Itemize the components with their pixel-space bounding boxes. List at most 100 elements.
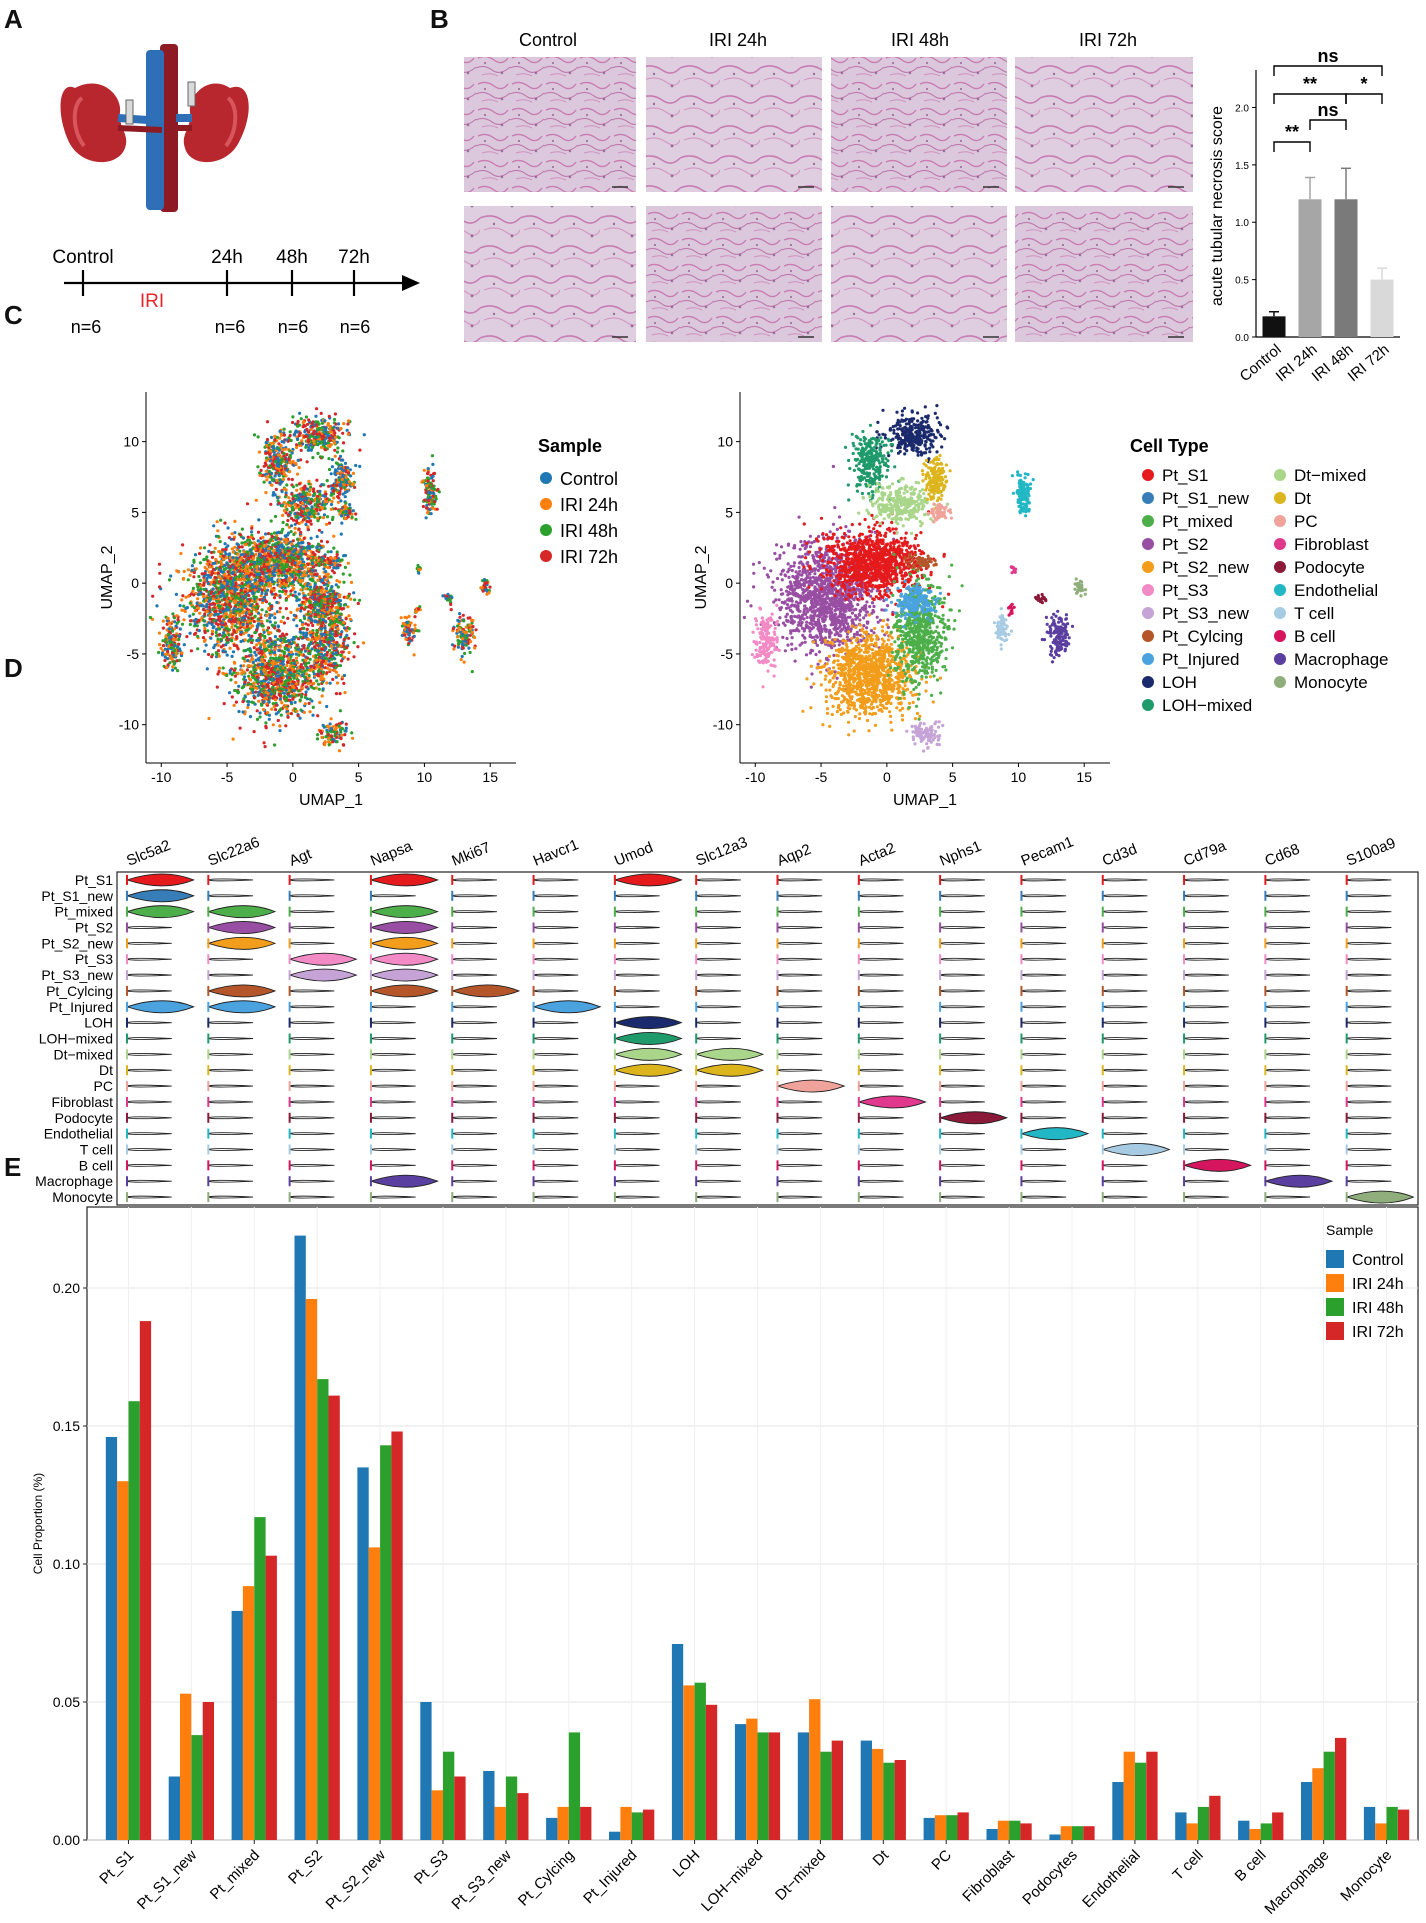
umap-point bbox=[338, 580, 342, 584]
umap-point bbox=[252, 556, 256, 560]
umap-point bbox=[231, 618, 235, 623]
umap-point bbox=[324, 659, 328, 664]
umap-point bbox=[196, 634, 200, 638]
umap-point bbox=[299, 580, 303, 584]
umap-point bbox=[195, 624, 199, 628]
umap-point bbox=[311, 561, 315, 565]
umap-point bbox=[222, 594, 226, 598]
umap-point bbox=[269, 538, 273, 542]
umap-point bbox=[250, 560, 254, 564]
umap-point bbox=[249, 670, 253, 674]
umap-point bbox=[281, 673, 285, 677]
umap-point bbox=[173, 620, 177, 624]
umap-point bbox=[329, 644, 333, 648]
umap-point bbox=[255, 686, 259, 690]
umap-point bbox=[192, 560, 196, 564]
umap-point bbox=[279, 563, 283, 567]
umap-point bbox=[210, 632, 214, 636]
umap-point bbox=[242, 675, 247, 679]
umap-point bbox=[297, 598, 301, 602]
umap-point bbox=[333, 668, 337, 673]
umap-point bbox=[339, 632, 343, 636]
umap-point bbox=[246, 703, 250, 707]
umap-point bbox=[216, 529, 220, 533]
umap-point bbox=[337, 749, 342, 753]
umap-point bbox=[204, 643, 208, 647]
umap-point bbox=[258, 711, 262, 715]
umap-point bbox=[150, 617, 155, 621]
umap-point bbox=[280, 458, 284, 462]
umap-point bbox=[252, 594, 256, 598]
umap-point bbox=[233, 596, 237, 600]
umap-point bbox=[168, 661, 172, 665]
umap-point bbox=[281, 477, 286, 481]
umap-point bbox=[202, 599, 206, 603]
umap-point bbox=[229, 596, 233, 600]
umap-point bbox=[320, 652, 324, 656]
umap-point bbox=[233, 609, 237, 613]
umap-point bbox=[250, 530, 254, 534]
umap-point bbox=[343, 733, 347, 737]
umap-point bbox=[246, 535, 250, 539]
umap-point bbox=[281, 559, 285, 563]
umap-point bbox=[265, 437, 270, 442]
umap-point bbox=[328, 599, 332, 604]
umap-point bbox=[163, 647, 167, 651]
umap-point bbox=[220, 625, 224, 629]
umap-point bbox=[243, 616, 247, 620]
umap-point bbox=[331, 617, 335, 621]
umap-point bbox=[231, 737, 235, 741]
umap-point bbox=[273, 514, 278, 519]
histology-image-iri48-2 bbox=[831, 206, 1007, 342]
umap-point bbox=[229, 580, 233, 584]
umap-point bbox=[159, 646, 163, 651]
umap-point bbox=[218, 540, 222, 544]
umap-point bbox=[198, 611, 202, 615]
umap-point bbox=[304, 552, 308, 556]
umap-point bbox=[339, 653, 343, 658]
umap-point bbox=[301, 420, 305, 425]
umap-point bbox=[254, 690, 258, 694]
umap-point bbox=[246, 639, 250, 643]
umap-point bbox=[290, 451, 294, 455]
umap-point bbox=[177, 637, 181, 642]
umap-point bbox=[277, 560, 281, 564]
umap-point bbox=[253, 542, 257, 546]
umap-point bbox=[282, 538, 286, 542]
umap-point bbox=[199, 591, 203, 595]
umap-point bbox=[222, 557, 226, 561]
umap-point bbox=[189, 619, 193, 623]
umap-point bbox=[230, 625, 234, 630]
umap-point bbox=[167, 627, 171, 631]
umap-point bbox=[251, 660, 255, 665]
umap-point bbox=[306, 687, 310, 691]
umap-point bbox=[305, 668, 309, 672]
umap-point bbox=[270, 623, 274, 627]
umap-point bbox=[299, 588, 303, 592]
umap-point bbox=[330, 657, 334, 661]
umap-point bbox=[295, 544, 299, 548]
umap-point bbox=[330, 730, 334, 734]
umap-point bbox=[352, 591, 356, 595]
umap-point bbox=[264, 721, 268, 725]
umap-point bbox=[358, 598, 362, 602]
umap-point bbox=[323, 419, 327, 423]
umap-point bbox=[302, 570, 307, 574]
umap-point bbox=[324, 428, 328, 432]
umap-point bbox=[299, 663, 303, 667]
umap-point bbox=[298, 627, 302, 631]
umap-point bbox=[219, 560, 223, 564]
umap-point bbox=[315, 737, 320, 741]
umap-point bbox=[289, 642, 294, 646]
umap-point bbox=[327, 743, 331, 747]
umap-point bbox=[293, 526, 297, 531]
umap-point bbox=[240, 584, 244, 589]
umap-point bbox=[279, 680, 283, 684]
umap-point bbox=[207, 716, 211, 721]
umap-point bbox=[223, 564, 227, 568]
umap-point bbox=[292, 571, 296, 575]
umap-point bbox=[320, 621, 325, 625]
umap-point bbox=[223, 521, 227, 525]
umap-point bbox=[198, 578, 202, 583]
umap-point bbox=[324, 570, 328, 574]
